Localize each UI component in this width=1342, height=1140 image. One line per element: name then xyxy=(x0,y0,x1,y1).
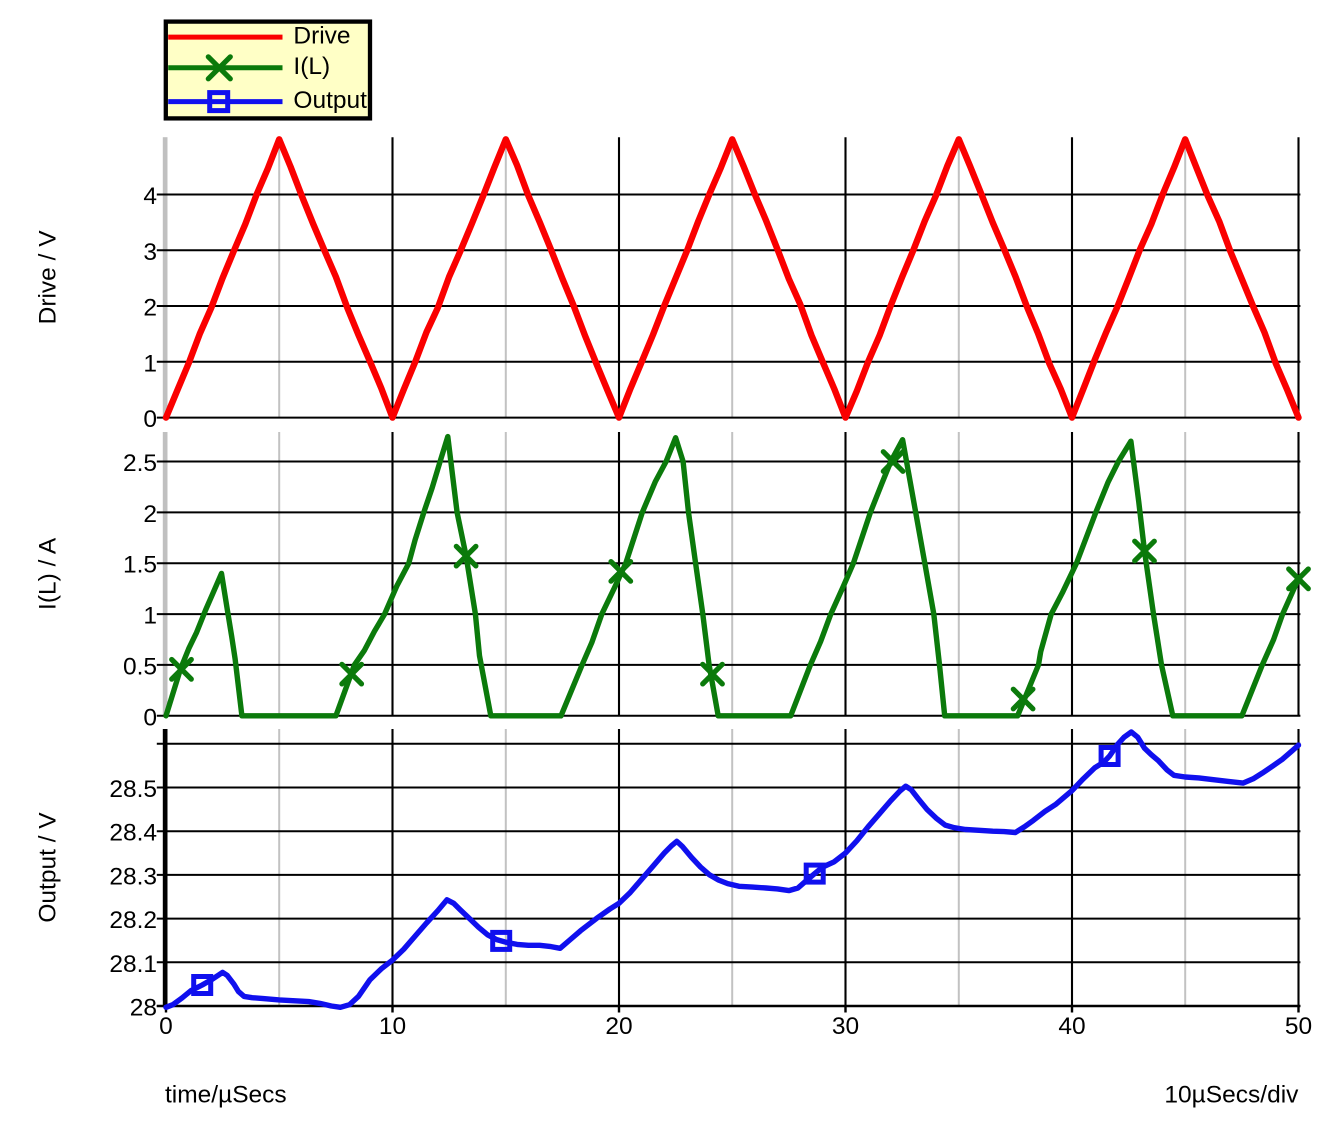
svg-text:Drive / V: Drive / V xyxy=(34,230,61,325)
svg-text:28.3: 28.3 xyxy=(109,863,157,890)
svg-text:0: 0 xyxy=(143,406,157,433)
svg-text:28: 28 xyxy=(130,994,157,1021)
svg-text:28.4: 28.4 xyxy=(109,820,157,847)
svg-text:1: 1 xyxy=(143,603,157,630)
svg-text:20: 20 xyxy=(605,1013,632,1040)
svg-text:40: 40 xyxy=(1058,1013,1085,1040)
svg-text:Output: Output xyxy=(293,87,367,114)
svg-text:0: 0 xyxy=(143,704,157,731)
svg-text:I(L) / A: I(L) / A xyxy=(34,537,61,610)
svg-text:Drive: Drive xyxy=(293,22,350,49)
svg-text:50: 50 xyxy=(1285,1013,1312,1040)
svg-text:time/µSecs: time/µSecs xyxy=(165,1082,287,1109)
svg-text:0: 0 xyxy=(159,1013,173,1040)
svg-text:2.5: 2.5 xyxy=(123,450,157,477)
svg-text:28.1: 28.1 xyxy=(109,951,157,978)
svg-text:2: 2 xyxy=(143,294,157,321)
svg-text:1: 1 xyxy=(143,350,157,377)
svg-text:2: 2 xyxy=(143,501,157,528)
svg-text:28.2: 28.2 xyxy=(109,907,157,934)
svg-text:28.5: 28.5 xyxy=(109,776,157,803)
svg-text:Output / V: Output / V xyxy=(34,812,61,923)
svg-text:1.5: 1.5 xyxy=(123,552,157,579)
svg-text:I(L): I(L) xyxy=(293,53,330,80)
svg-text:10: 10 xyxy=(379,1013,406,1040)
svg-text:10µSecs/div: 10µSecs/div xyxy=(1164,1082,1299,1109)
svg-text:30: 30 xyxy=(832,1013,859,1040)
svg-text:4: 4 xyxy=(143,183,157,210)
svg-text:3: 3 xyxy=(143,239,157,266)
svg-text:0.5: 0.5 xyxy=(123,653,157,680)
